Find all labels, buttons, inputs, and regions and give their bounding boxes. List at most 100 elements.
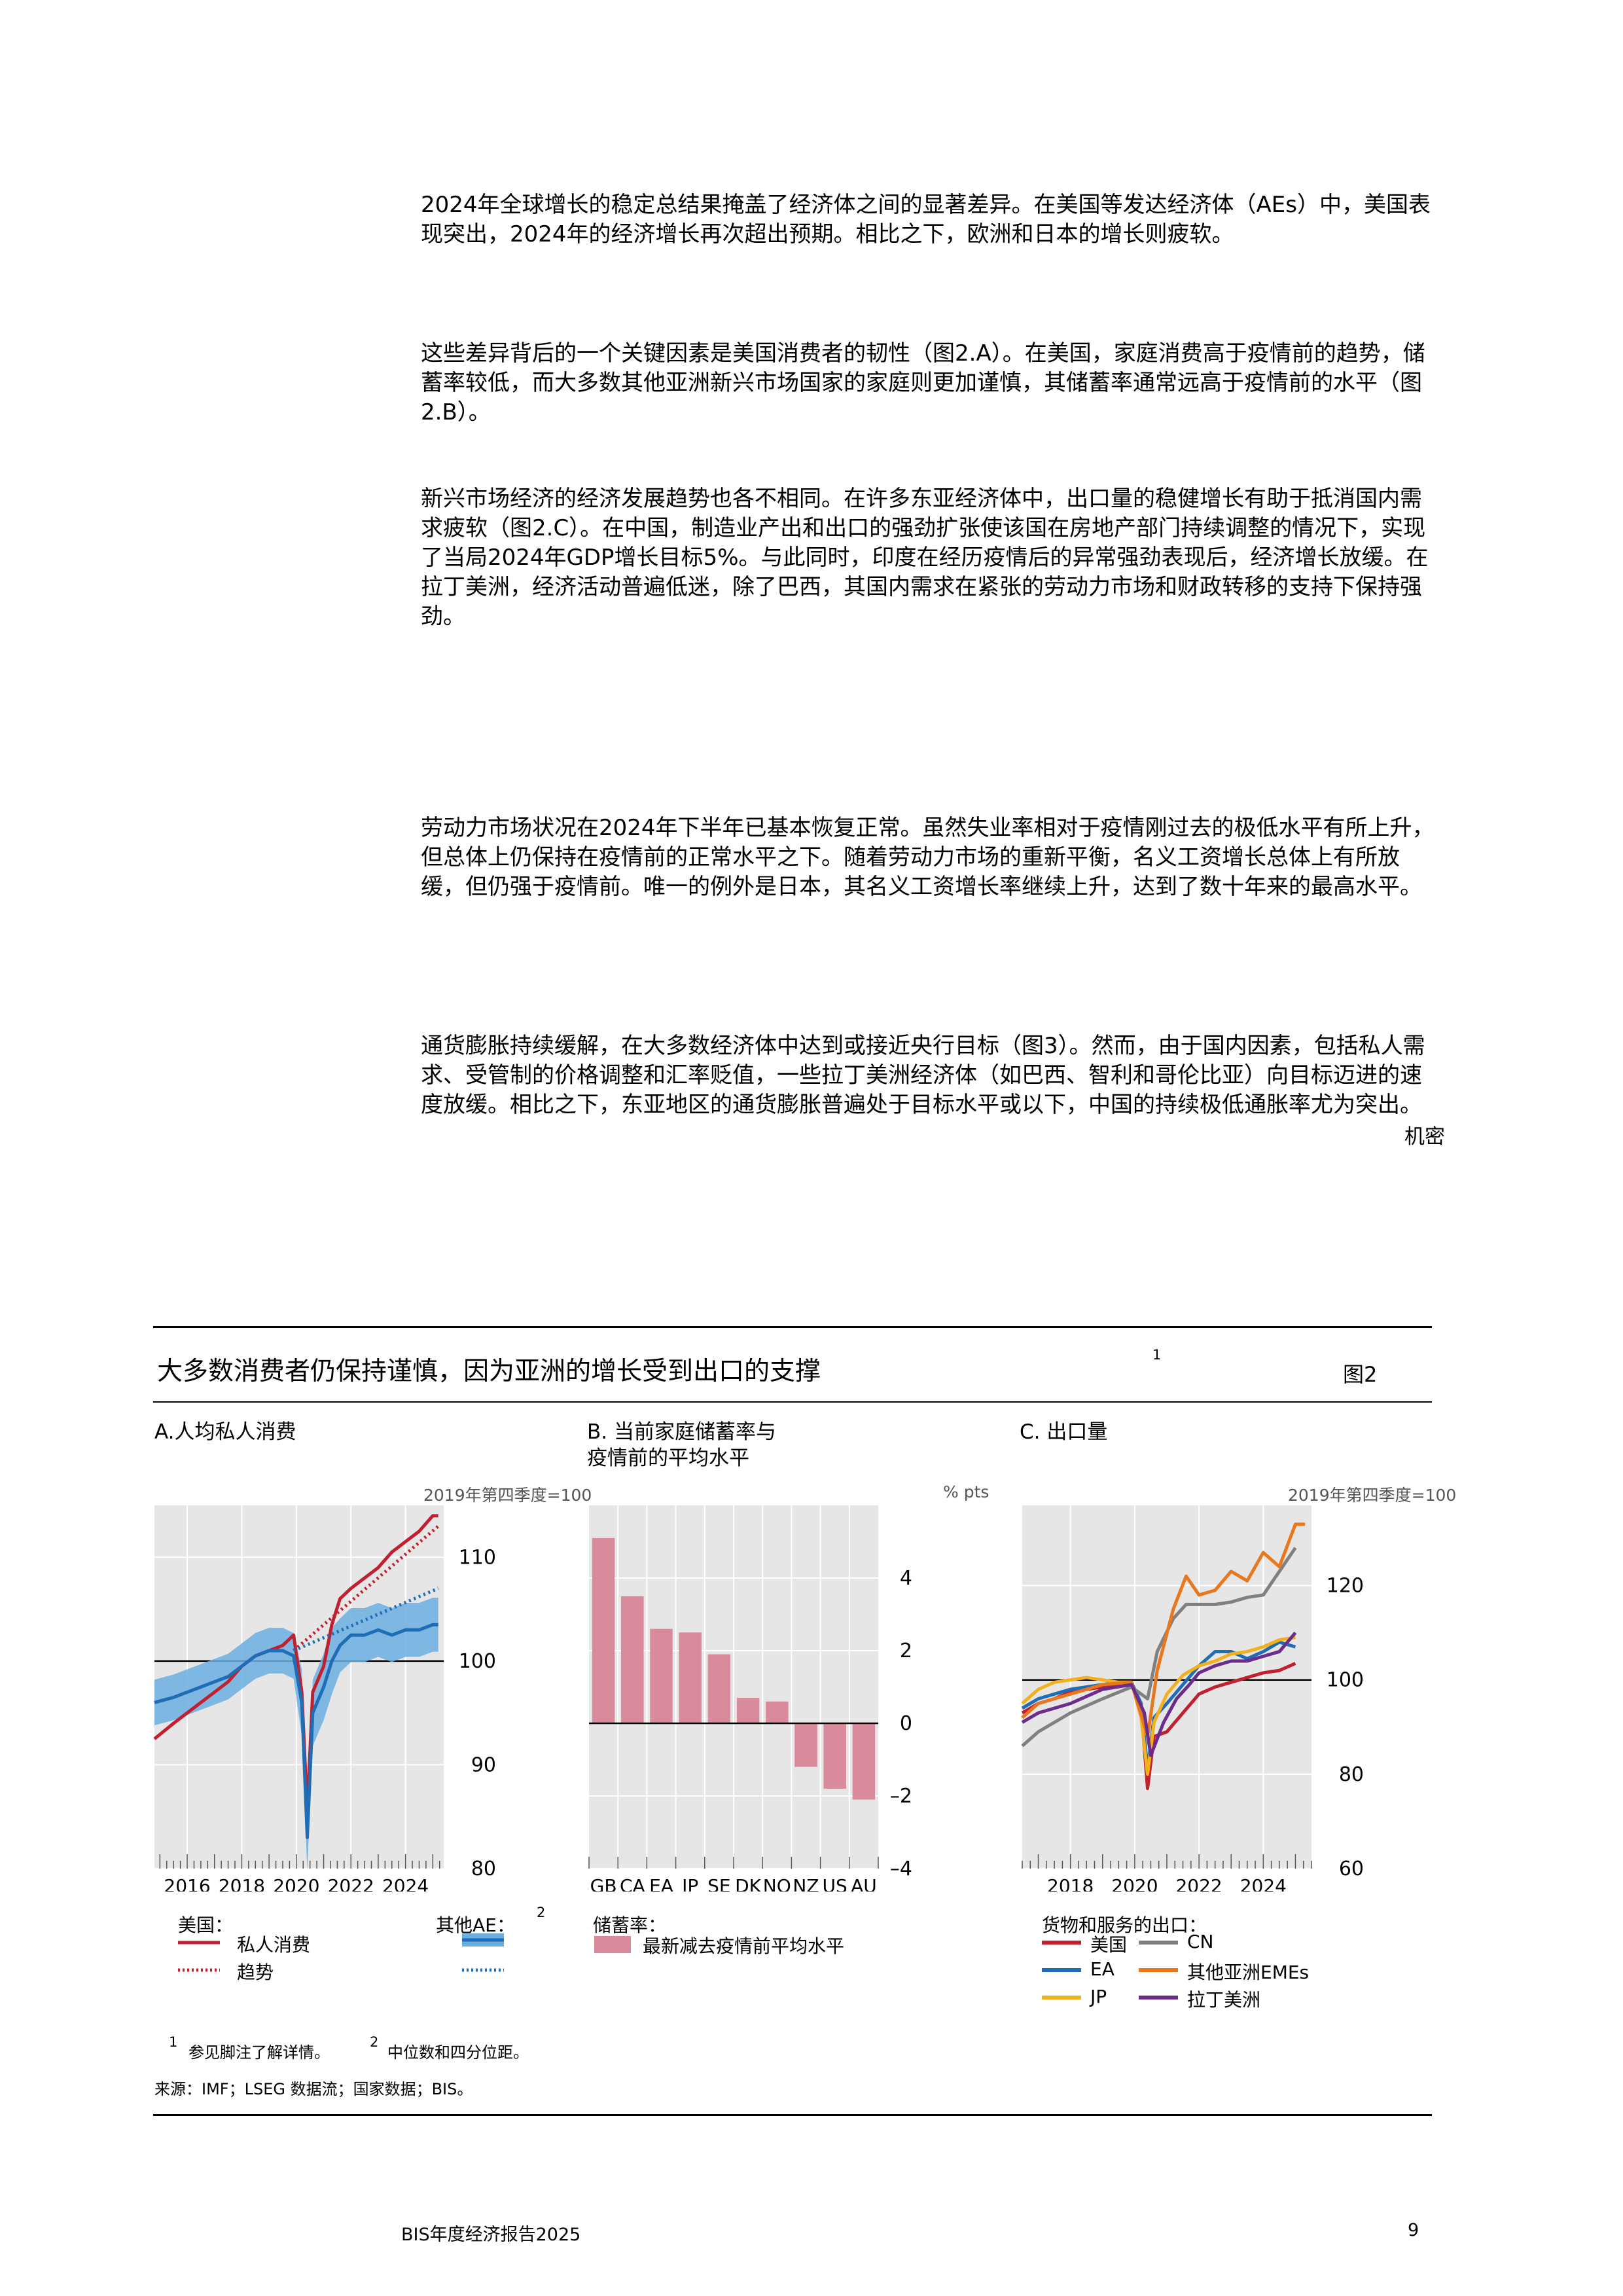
figure-top-rule — [153, 1326, 1432, 1328]
y-tick-label: 0 — [900, 1712, 912, 1735]
series-line-3 — [1021, 1547, 1297, 1748]
x-category-label: NO — [763, 1875, 791, 1892]
legend-a-ae-dotted-swatch — [462, 1968, 504, 1972]
series-line-5 — [1021, 1631, 1297, 1757]
y-tick-label: 4 — [900, 1567, 912, 1590]
interquartile-band — [154, 1598, 438, 1871]
y-tick-label: 2 — [900, 1640, 912, 1662]
x-tick-label: 2020 — [1111, 1875, 1158, 1892]
panel-a-title: A.人均私人消费 — [154, 1420, 296, 1444]
panel-b-unit: % pts — [943, 1482, 990, 1501]
x-tick-label: 2024 — [382, 1875, 429, 1892]
legend-c-header: 货物和服务的出口： — [1042, 1914, 1207, 1936]
footnote-2-text: 中位数和四分位距。 — [387, 2043, 529, 2062]
legend-c-cn-label: CN — [1187, 1931, 1214, 1952]
legend-a-us-solid-swatch — [178, 1941, 220, 1945]
figure-bottom-rule — [153, 2114, 1432, 2116]
series-line-3 — [293, 1587, 439, 1653]
paragraph-3: 新兴市场经济的经济发展趋势也各不相同。在许多东亚经济体中，出口量的稳健增长有助于… — [421, 486, 1429, 630]
plot-background — [1022, 1505, 1311, 1869]
x-tick-label: 2022 — [1175, 1875, 1222, 1892]
series-line-1 — [293, 1524, 440, 1652]
footnote-1-text: 参见脚注了解详情。 — [188, 2043, 330, 2062]
figure-title-footnote: 1 — [1152, 1347, 1162, 1363]
bar-jp — [679, 1632, 702, 1723]
legend-a-ae-solid-swatch — [462, 1933, 504, 1946]
chart-a-consumption: 2016 2018 2020 2022 2024 80 90 100 110 — [153, 1505, 496, 1892]
legend-a-ae-header: 其他AE： — [436, 1914, 515, 1936]
series-line-4 — [1021, 1522, 1306, 1738]
legend-c-cn-swatch — [1139, 1941, 1178, 1945]
legend-c-other-asia-swatch — [1139, 1968, 1178, 1972]
y-tick-label: 60 — [1339, 1857, 1364, 1880]
panel-b-title-line1: B. 当前家庭储蓄率与 — [587, 1420, 776, 1444]
bar-ea — [650, 1628, 673, 1723]
y-tick-label: 100 — [1327, 1669, 1364, 1692]
x-tick-label: 2018 — [1047, 1875, 1094, 1892]
y-tick-label: –4 — [890, 1857, 912, 1880]
paragraph-4: 劳动力市场状况在2024年下半年已基本恢复正常。虽然失业率相对于疫情刚过去的极低… — [421, 815, 1435, 900]
legend-a-us-dotted-swatch — [178, 1968, 220, 1972]
footnote-2-mark: 2 — [370, 2034, 379, 2050]
series-line-0 — [1021, 1662, 1296, 1790]
x-tick-label: 2018 — [219, 1875, 265, 1892]
x-category-label: DK — [735, 1875, 762, 1892]
bar-gb — [592, 1537, 615, 1723]
x-category-label: JP — [681, 1875, 698, 1892]
bar-ca — [621, 1596, 644, 1723]
x-category-label: AU — [851, 1875, 877, 1892]
bar-us — [823, 1723, 846, 1789]
bar-nz — [794, 1723, 817, 1767]
paragraph-5: 通货膨胀持续缓解，在大多数经济体中达到或接近央行目标（图3）。然而，由于国内因素… — [421, 1033, 1425, 1118]
x-category-label: US — [823, 1875, 847, 1892]
chart-b-savings: GB CA EA JP SE DK NO NZ US AU –4 –2 0 2 4 — [588, 1505, 912, 1892]
legend-c-jp-swatch — [1042, 1996, 1081, 2000]
panel-b-title-line2: 疫情前的平均水平 — [587, 1446, 749, 1470]
paragraph-1: 2024年全球增长的稳定总结果掩盖了经济体之间的显著差异。在美国等发达经济体（A… — [421, 192, 1431, 247]
footnote-1-mark: 1 — [169, 2034, 178, 2050]
legend-c-jp-label: JP — [1090, 1986, 1107, 2007]
x-tick-label: 2024 — [1240, 1875, 1287, 1892]
panel-a-unit: 2019年第四季度=100 — [423, 1486, 592, 1505]
y-tick-label: 90 — [471, 1753, 496, 1776]
panel-c-unit: 2019年第四季度=100 — [1288, 1486, 1457, 1505]
legend-c-latam-label: 拉丁美洲 — [1187, 1989, 1261, 2011]
legend-a-us-header: 美国： — [178, 1914, 234, 1936]
y-tick-label: 80 — [1339, 1763, 1364, 1786]
legend-b-label: 最新减去疫情前平均水平 — [643, 1935, 845, 1957]
footer-report-title: BIS年度经济报告2025 — [401, 2225, 581, 2245]
y-tick-label: 120 — [1327, 1575, 1364, 1598]
legend-c-ea-swatch — [1042, 1968, 1081, 1972]
legend-c-us-label: 美国 — [1090, 1934, 1128, 1956]
y-tick-label: –2 — [890, 1785, 912, 1808]
legend-c-latam-swatch — [1139, 1996, 1178, 2000]
legend-a-us-solid-label: 私人消费 — [237, 1934, 311, 1956]
x-category-label: CA — [620, 1875, 645, 1892]
paragraph-2: 这些差异背后的一个关键因素是美国消费者的韧性（图2.A）。在美国，家庭消费高于疫… — [421, 340, 1425, 425]
bar-au — [852, 1723, 876, 1800]
figure-number: 图2 — [1343, 1362, 1378, 1387]
legend-b-header: 储蓄率： — [593, 1914, 667, 1936]
figure-title-rule — [153, 1401, 1432, 1403]
x-tick-label: 2022 — [328, 1875, 374, 1892]
bar-dk — [736, 1698, 760, 1723]
bar-se — [707, 1654, 731, 1723]
x-category-label: GB — [590, 1875, 617, 1892]
legend-a-us-dotted-label: 趋势 — [237, 1962, 274, 1983]
confidential-label: 机密 — [1404, 1125, 1445, 1149]
x-category-label: SE — [707, 1875, 730, 1892]
legend-c-other-asia-label: 其他亚洲EMEs — [1187, 1962, 1310, 1983]
legend-c-ea-label: EA — [1090, 1958, 1115, 1980]
legend-b-swatch — [594, 1936, 631, 1953]
figure-source: 来源：IMF；LSEG 数据流；国家数据；BIS。 — [154, 2080, 473, 2098]
chart-c-exports: 2018 2020 2022 2024 60 80 100 120 — [1021, 1505, 1364, 1892]
y-tick-label: 110 — [459, 1546, 496, 1569]
x-category-label: EA — [649, 1875, 673, 1892]
y-tick-label: 80 — [471, 1857, 496, 1880]
x-tick-label: 2020 — [273, 1875, 319, 1892]
footer-page-number: 9 — [1408, 2220, 1419, 2240]
bar-no — [766, 1701, 789, 1723]
x-category-label: NZ — [793, 1875, 819, 1892]
figure-title: 大多数消费者仍保持谨慎，因为亚洲的增长受到出口的支撑 — [157, 1357, 821, 1386]
y-tick-label: 100 — [459, 1650, 496, 1673]
